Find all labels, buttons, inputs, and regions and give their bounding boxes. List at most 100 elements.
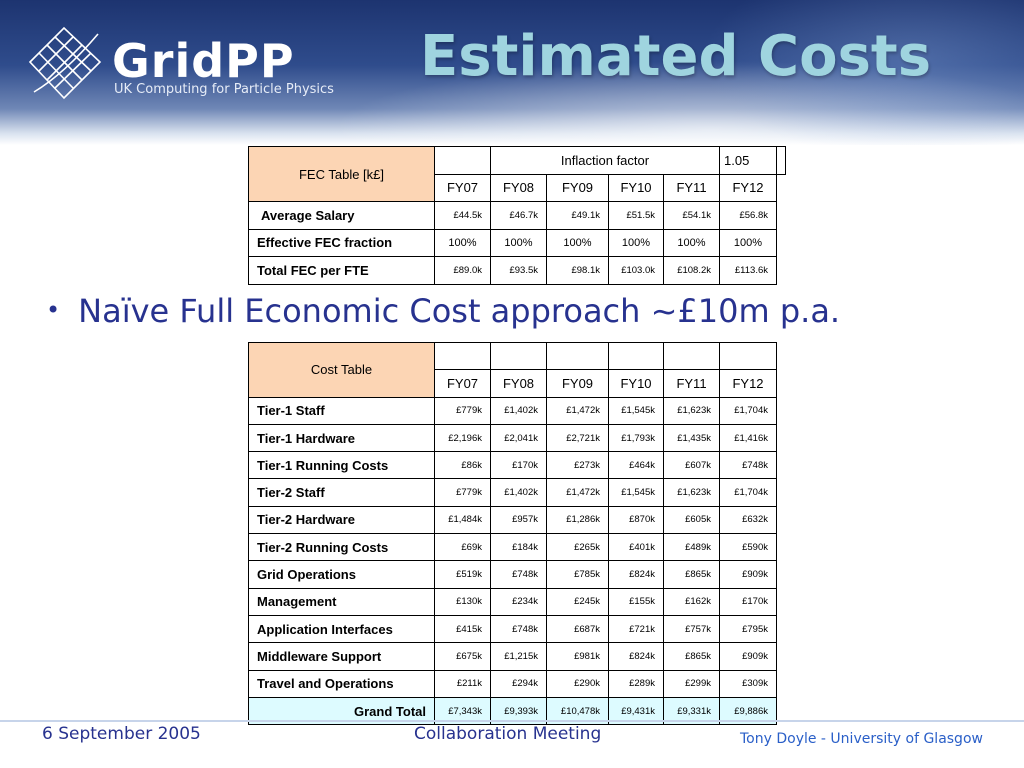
table-cell: £721k <box>608 614 664 644</box>
table-cell: £44.5k <box>434 201 491 230</box>
table-cell: £909k <box>719 642 777 671</box>
table-cell: £1,215k <box>490 642 547 671</box>
table-cell: £824k <box>608 560 664 589</box>
table-cell: £1,545k <box>608 478 664 507</box>
bullet-point: • Naïve Full Economic Cost approach ~£10m… <box>46 292 840 330</box>
table-cell: £909k <box>719 560 777 589</box>
table-row: Effective FEC fraction 100% 100% 100% 10… <box>248 228 786 257</box>
table-cell: £155k <box>608 587 664 616</box>
table-row: Tier-2 Hardware £1,484k £957k £1,286k £8… <box>248 505 777 535</box>
table-cell: £1,402k <box>490 478 547 507</box>
row-label: Total FEC per FTE <box>248 256 435 285</box>
table-cell: £1,545k <box>608 396 664 425</box>
fec-table-title: FEC Table [k£] <box>248 146 435 202</box>
inflation-factor-label: Inflaction factor <box>490 146 720 175</box>
table-cell: £309k <box>719 669 777 698</box>
table-cell: £86k <box>434 451 491 480</box>
year-header: FY11 <box>663 173 720 202</box>
table-cell: £607k <box>663 451 720 480</box>
table-cell: £1,623k <box>663 396 720 425</box>
table-row: Tier-1 Running Costs £86k £170k £273k £4… <box>248 451 777 480</box>
table-cell: £865k <box>663 560 720 589</box>
table-cell: £273k <box>546 451 609 480</box>
row-label: Tier-2 Hardware <box>248 505 435 535</box>
cost-empty-cell <box>434 341 491 371</box>
table-cell: £54.1k <box>663 201 720 230</box>
table-cell: £289k <box>608 669 664 698</box>
bullet-icon: • <box>46 296 61 324</box>
table-cell: £1,623k <box>663 478 720 507</box>
table-row: Application Interfaces £415k £748k £687k… <box>248 614 777 644</box>
table-row: Tier-2 Running Costs £69k £184k £265k £4… <box>248 533 777 562</box>
table-cell: £69k <box>434 533 491 562</box>
table-cell: £170k <box>490 451 547 480</box>
table-cell: £46.7k <box>490 201 547 230</box>
table-row: Average Salary £44.5k £46.7k £49.1k £51.… <box>248 201 786 230</box>
table-cell: £113.6k <box>719 256 777 285</box>
table-cell: £56.8k <box>719 201 777 230</box>
cost-empty-cell <box>546 341 609 371</box>
table-row: Travel and Operations £211k £294k £290k … <box>248 669 777 698</box>
table-cell: £415k <box>434 614 491 644</box>
table-cell: £93.5k <box>490 256 547 285</box>
cost-header-row: Cost Table <box>248 341 777 398</box>
row-label: Tier-2 Staff <box>248 478 435 507</box>
table-cell: £865k <box>663 642 720 671</box>
table-cell: £957k <box>490 505 547 535</box>
footer-divider <box>0 720 1024 722</box>
table-cell: £51.5k <box>608 201 664 230</box>
cost-empty-cell <box>719 341 777 371</box>
year-header: FY07 <box>434 369 491 398</box>
cost-empty-cell <box>490 341 547 371</box>
table-cell: 100% <box>546 228 609 257</box>
table-row: Total FEC per FTE £89.0k £93.5k £98.1k £… <box>248 256 786 285</box>
slide-title: Estimated Costs <box>420 24 932 89</box>
table-row: Grid Operations £519k £748k £785k £824k … <box>248 560 777 589</box>
table-cell: £108.2k <box>663 256 720 285</box>
table-cell: £401k <box>608 533 664 562</box>
table-cell: £1,416k <box>719 423 777 453</box>
row-label: Management <box>248 587 435 616</box>
table-cell: £785k <box>546 560 609 589</box>
table-cell: £687k <box>546 614 609 644</box>
row-label: Middleware Support <box>248 642 435 671</box>
footer-meeting: Collaboration Meeting <box>414 724 602 744</box>
table-cell: £98.1k <box>546 256 609 285</box>
cost-table: Cost Table FY07 FY08 FY09 FY10 FY11 FY12… <box>248 341 777 726</box>
table-cell: £981k <box>546 642 609 671</box>
table-cell: £779k <box>434 478 491 507</box>
table-cell: £1,704k <box>719 396 777 425</box>
slide-header: GridPP UK Computing for Particle Physics… <box>0 0 1024 145</box>
table-cell: £795k <box>719 614 777 644</box>
table-cell: £1,484k <box>434 505 491 535</box>
fec-header-row: FEC Table [k£] Inflaction factor 1.05 <box>248 146 786 202</box>
year-header: FY07 <box>434 173 491 202</box>
table-cell: £1,286k <box>546 505 609 535</box>
table-cell: £824k <box>608 642 664 671</box>
table-cell: £1,472k <box>546 396 609 425</box>
row-label: Grid Operations <box>248 560 435 589</box>
table-cell: £748k <box>490 614 547 644</box>
cost-table-title: Cost Table <box>248 342 435 398</box>
table-cell: £103.0k <box>608 256 664 285</box>
table-cell: £590k <box>719 533 777 562</box>
table-cell: £1,402k <box>490 396 547 425</box>
table-cell: £870k <box>608 505 664 535</box>
year-header: FY09 <box>546 173 609 202</box>
fec-empty-cell <box>776 146 786 175</box>
logo-subtitle: UK Computing for Particle Physics <box>114 82 334 97</box>
row-label: Tier-1 Staff <box>248 396 435 425</box>
table-cell: £234k <box>490 587 547 616</box>
fec-years-row: FY07 FY08 FY09 FY10 FY11 FY12 <box>249 173 786 202</box>
table-cell: £299k <box>663 669 720 698</box>
table-cell: 100% <box>608 228 664 257</box>
footer-date: 6 September 2005 <box>42 724 201 744</box>
gridpp-logo-icon <box>28 26 102 100</box>
table-cell: £130k <box>434 587 491 616</box>
row-label: Tier-2 Running Costs <box>248 533 435 562</box>
inflation-factor-value: 1.05 <box>719 146 777 175</box>
table-cell: £170k <box>719 587 777 616</box>
table-cell: £1,435k <box>663 423 720 453</box>
table-cell: £2,041k <box>490 423 547 453</box>
table-row: Tier-1 Staff £779k £1,402k £1,472k £1,54… <box>248 396 777 425</box>
